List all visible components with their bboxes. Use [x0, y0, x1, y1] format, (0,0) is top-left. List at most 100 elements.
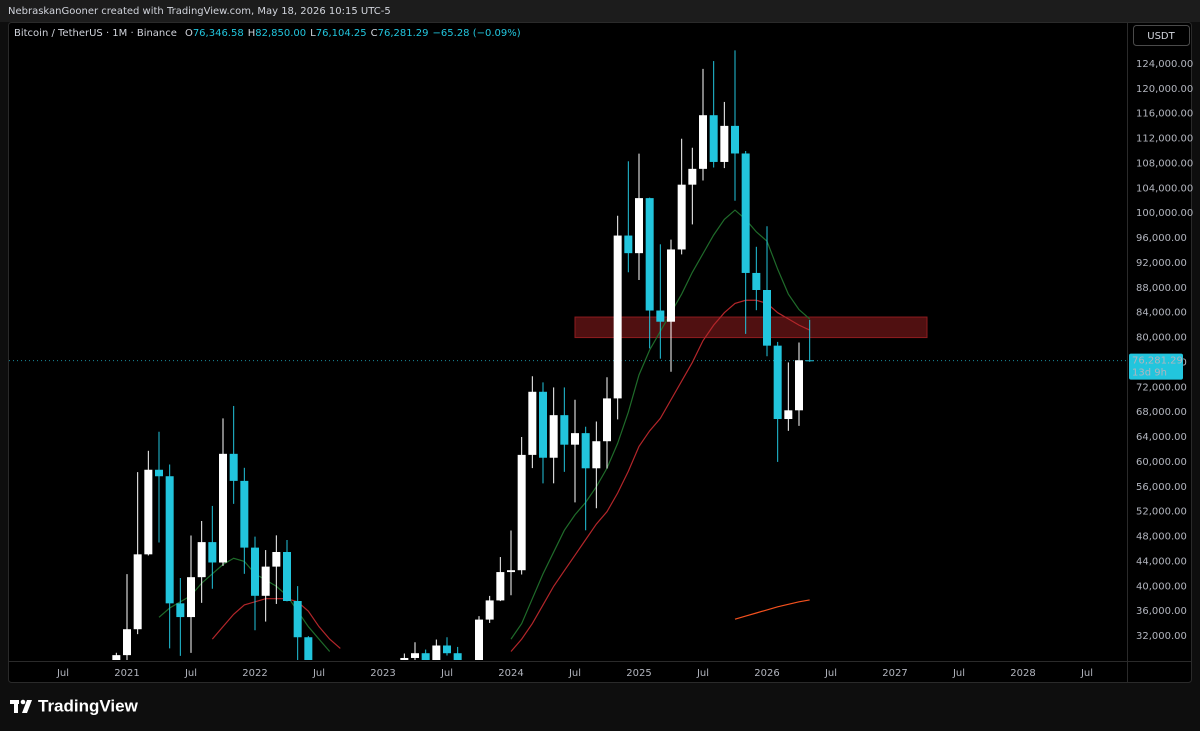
y-tick-label: 84,000.00 — [1136, 308, 1187, 319]
candle-body — [283, 552, 291, 601]
candle-body — [251, 547, 259, 596]
candle-body — [624, 235, 633, 254]
candle-body — [763, 290, 771, 346]
candle-body — [155, 469, 163, 477]
x-tick-label: 2024 — [498, 668, 523, 679]
y-tick-label: 108,000.00 — [1136, 158, 1193, 169]
logo-shape — [22, 700, 32, 713]
candle-body — [272, 552, 281, 567]
y-tick-label: 44,000.00 — [1136, 556, 1187, 567]
candle-body — [773, 345, 782, 420]
currency-label[interactable]: USDT — [1147, 31, 1175, 42]
candle-body — [517, 454, 526, 571]
candle-body — [613, 235, 622, 399]
candle-body — [528, 391, 537, 455]
candle-body — [293, 600, 302, 638]
legend-value: 82,850.00 — [255, 28, 306, 39]
candle-body — [656, 310, 665, 322]
candle-body — [165, 476, 174, 604]
y-tick-label: 72,000.00 — [1136, 382, 1187, 393]
candle-body — [421, 653, 430, 660]
x-tick-label: Jul — [184, 668, 197, 679]
logo-shape — [20, 699, 26, 705]
legend-key: C — [371, 28, 378, 39]
legend-change: −65.28 (−0.09%) — [433, 28, 521, 39]
x-tick-label: Jul — [1080, 668, 1093, 679]
candle-body — [443, 645, 451, 654]
candle-body — [603, 398, 611, 442]
x-tick-label: Jul — [440, 668, 453, 679]
candle-body — [219, 453, 227, 563]
candle-body — [581, 433, 590, 469]
candle-body — [699, 115, 707, 169]
legend-value: 76,281.29 — [378, 28, 429, 39]
y-tick-label: 64,000.00 — [1136, 432, 1187, 443]
y-tick-label: 48,000.00 — [1136, 532, 1187, 543]
legend-key: H — [248, 28, 256, 39]
x-tick-label: 2026 — [754, 668, 779, 679]
candle-body — [187, 577, 195, 618]
candle-body — [240, 480, 249, 548]
candle-body — [229, 453, 238, 481]
candle-body — [485, 600, 494, 620]
x-tick-label: 2022 — [242, 668, 267, 679]
candle-body — [688, 168, 697, 185]
candle-body — [400, 657, 409, 660]
candle-body — [496, 572, 505, 601]
credit: NebraskanGooner created with TradingView… — [8, 6, 391, 17]
candle-body — [123, 629, 131, 656]
candle-body — [261, 566, 270, 596]
candle-body — [635, 198, 643, 254]
candle-body — [784, 410, 793, 420]
candle-body — [571, 433, 579, 445]
candle-body — [507, 570, 515, 573]
x-tick-label: Jul — [56, 668, 69, 679]
legend-key: O — [185, 28, 193, 39]
candle-body — [731, 125, 739, 154]
last-price-label: 76,281.29 — [1132, 356, 1183, 367]
y-tick-label: 80,000.00 — [1136, 333, 1187, 344]
candle-body — [795, 360, 803, 411]
candle-body — [667, 249, 675, 322]
y-tick-label: 60,000.00 — [1136, 457, 1187, 468]
countdown-label: 13d 9h — [1132, 368, 1167, 379]
candle-body — [208, 542, 217, 563]
candle-body — [144, 469, 153, 555]
legend-key: L — [310, 28, 316, 39]
currency-button[interactable] — [1133, 25, 1190, 46]
y-tick-label: 56,000.00 — [1136, 482, 1187, 493]
x-tick-label: Jul — [824, 668, 837, 679]
y-tick-label: 68,000.00 — [1136, 407, 1187, 418]
candle-body — [741, 153, 750, 273]
candle-body — [176, 603, 185, 618]
y-tick-label: 40,000.00 — [1136, 581, 1187, 592]
resistance-zone — [574, 316, 928, 339]
candle-body — [411, 653, 419, 658]
y-tick-label: 32,000.00 — [1136, 631, 1187, 642]
y-tick-label: 104,000.00 — [1136, 183, 1193, 194]
candle-body — [720, 125, 729, 162]
y-tick-label: 100,000.00 — [1136, 208, 1193, 219]
indicator-line — [734, 599, 810, 620]
logo-shape — [14, 700, 18, 713]
y-tick-label: 36,000.00 — [1136, 606, 1187, 617]
y-tick-label: 116,000.00 — [1136, 109, 1193, 120]
last-price-box — [1129, 353, 1183, 380]
legend: Bitcoin / TetherUS · 1M · Binance O76,346… — [14, 28, 521, 39]
candle-body — [539, 391, 547, 458]
x-tick-label: Jul — [568, 668, 581, 679]
candle-body — [133, 554, 142, 630]
y-tick-label: 112,000.00 — [1136, 134, 1193, 145]
candle-body — [112, 655, 121, 660]
candle-body — [645, 198, 654, 311]
candle-body — [709, 115, 718, 162]
legend-symbol: Bitcoin / TetherUS · 1M · Binance — [14, 28, 177, 39]
top-bar — [0, 0, 1200, 22]
x-tick-label: 2025 — [626, 668, 651, 679]
y-tick-label: 96,000.00 — [1136, 233, 1187, 244]
candle-body — [752, 272, 761, 291]
x-tick-label: 2028 — [1010, 668, 1035, 679]
legend-value: 76,346.58 — [193, 28, 244, 39]
